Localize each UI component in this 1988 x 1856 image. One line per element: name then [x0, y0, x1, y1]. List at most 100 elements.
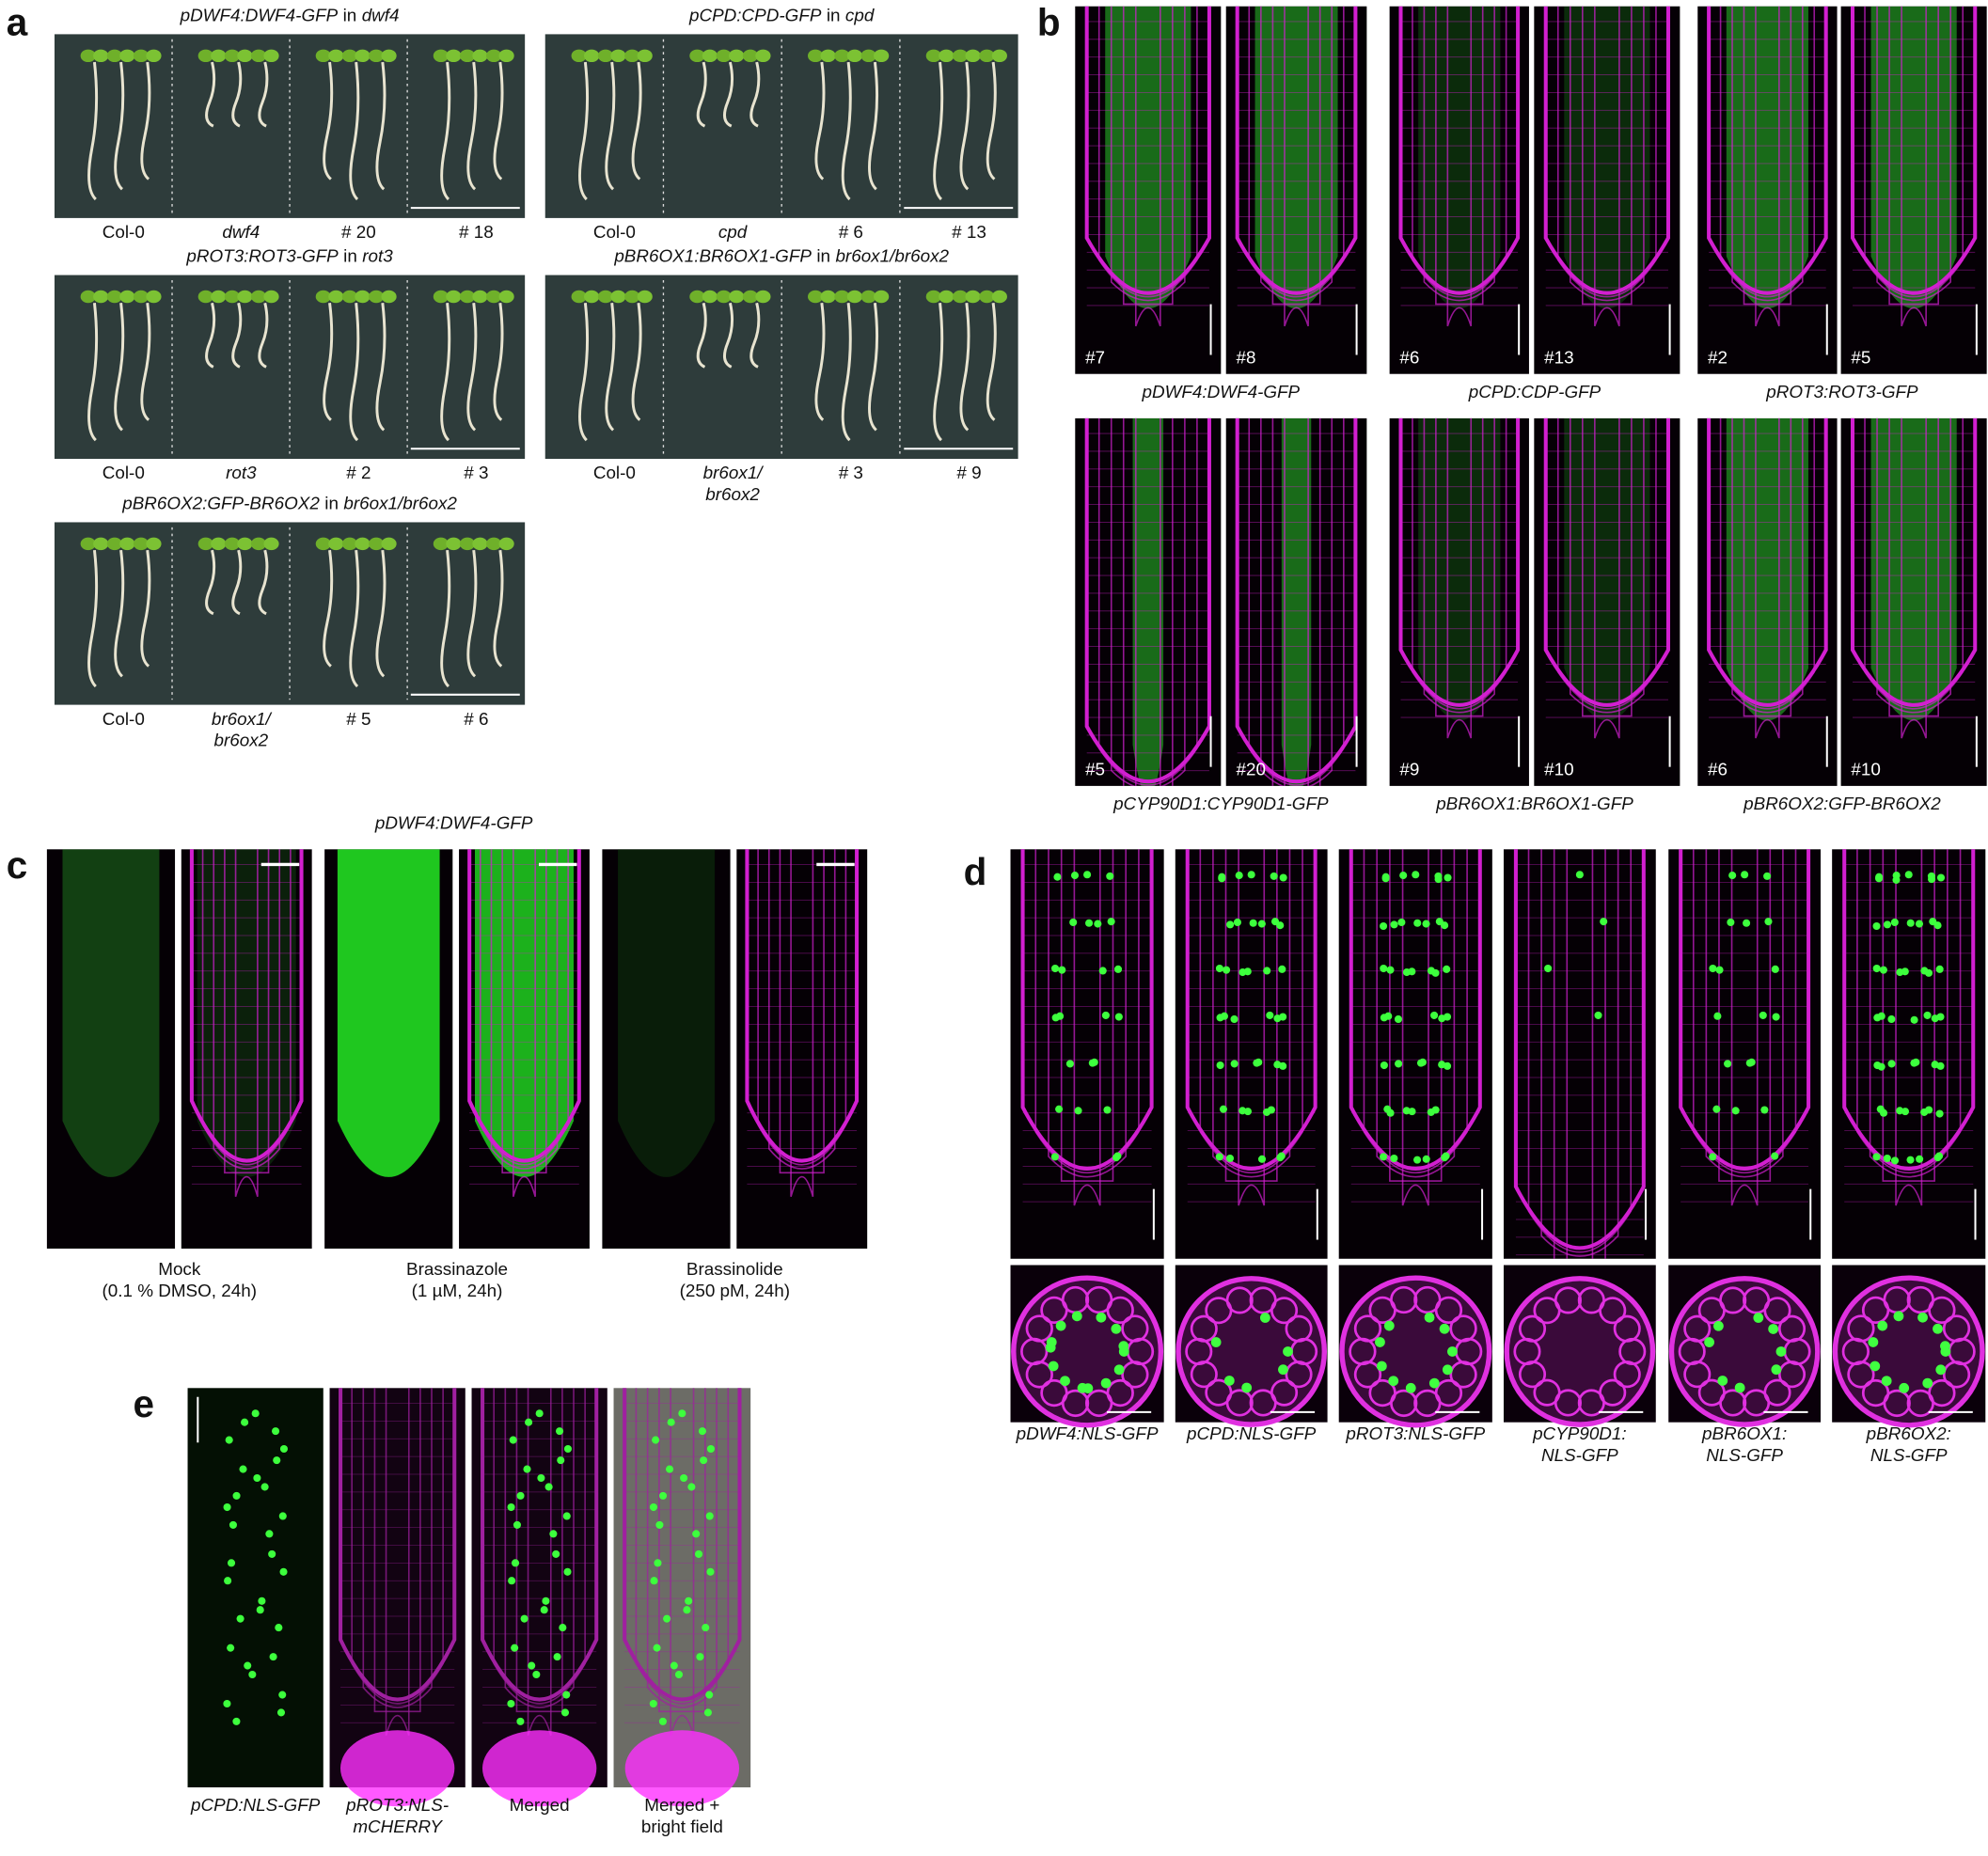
nucleus: [278, 1512, 287, 1520]
cotyledon: [874, 290, 890, 304]
cotyledon: [446, 290, 462, 304]
image-caption: mCHERRY: [353, 1817, 443, 1836]
nucleus: [1759, 1011, 1767, 1019]
nucleus: [1101, 1011, 1110, 1019]
cotyledon: [486, 49, 502, 63]
nucleus: [1883, 920, 1892, 929]
nucleus: [279, 1444, 289, 1454]
cell: [1413, 1389, 1442, 1418]
nucleus: [1230, 1060, 1239, 1068]
image-content: [1398, 6, 1521, 327]
nucleus: [1442, 1364, 1453, 1376]
nucleus: [1048, 1361, 1059, 1372]
cotyledon: [874, 49, 890, 63]
seedling-root: [205, 549, 216, 616]
micrograph: [1338, 849, 1492, 1259]
nucleus: [223, 1502, 231, 1512]
seedling-root: [723, 302, 734, 369]
cell-wall: [1238, 849, 1266, 1206]
seedling-root: [87, 303, 99, 442]
seedling-root: [375, 61, 387, 191]
image-bg: [1832, 849, 1986, 1259]
seedling-root: [696, 61, 707, 128]
cotyledon: [637, 290, 653, 304]
nucleus: [1412, 871, 1420, 879]
image-content: [1235, 6, 1358, 327]
cotyledon: [498, 49, 514, 63]
cell-wall: [757, 849, 847, 1166]
cotyledon: [953, 290, 969, 304]
line-number: #20: [1237, 760, 1266, 779]
nucleus: [532, 1670, 541, 1679]
cotyledon: [584, 49, 600, 63]
nucleus: [655, 1520, 664, 1529]
nucleus: [251, 1409, 260, 1418]
cotyledon: [939, 290, 955, 304]
construct-caption: pBR6OX1:: [1701, 1423, 1787, 1443]
title-part: br6ox1/br6ox2: [835, 246, 949, 266]
treatment-caption: Brassinolide: [686, 1259, 783, 1279]
title-part: pROT3:ROT3-GFP: [185, 246, 339, 266]
cotyledon: [341, 49, 358, 63]
nucleus: [1935, 1109, 1944, 1118]
nucleus: [1083, 871, 1092, 879]
cotyledon: [106, 49, 122, 63]
cell-wall: [1556, 417, 1657, 710]
panel-letter: d: [964, 850, 987, 893]
sample-label: br6ox2: [705, 484, 760, 504]
cotyledon: [433, 49, 449, 63]
nucleus: [706, 1567, 715, 1576]
image-content: [1707, 417, 1828, 739]
line-number: #13: [1544, 348, 1573, 368]
construct-caption: NLS-GFP: [1541, 1445, 1618, 1465]
seedling-root: [114, 61, 125, 191]
cotyledon: [119, 290, 135, 304]
cell-wall: [1543, 417, 1670, 707]
nucleus: [1741, 871, 1749, 879]
cotyledon: [846, 290, 862, 304]
seedling-root: [933, 61, 944, 201]
seedling-root: [323, 61, 334, 181]
nucleus: [1715, 966, 1724, 974]
cotyledon: [146, 49, 162, 63]
seedling-root: [440, 303, 451, 442]
nucleus: [1103, 1106, 1112, 1114]
nucleus: [1394, 1015, 1402, 1024]
nucleus: [1764, 918, 1773, 926]
nucleus: [1447, 1346, 1458, 1357]
line-number: #9: [1399, 760, 1419, 779]
nucleus: [562, 1512, 571, 1520]
nucleus: [1575, 871, 1584, 879]
cell-wall: [1856, 849, 1962, 1174]
cell-wall: [1755, 6, 1780, 327]
nucleus: [1279, 1062, 1287, 1070]
nucleus: [658, 1491, 668, 1500]
image-bg: [471, 1388, 607, 1787]
cell: [1942, 1361, 1971, 1389]
cotyledon: [133, 49, 150, 63]
nucleus: [663, 1614, 671, 1623]
nucleus: [1376, 1361, 1387, 1372]
gfp-signal: [1105, 6, 1191, 309]
cotyledon: [808, 290, 824, 304]
cotyledon: [106, 537, 122, 551]
nucleus: [1544, 964, 1553, 973]
cell-wall: [1901, 6, 1927, 327]
nucleus: [654, 1559, 662, 1567]
cell-wall: [1755, 417, 1780, 739]
seedling-root: [814, 61, 826, 181]
cotyledon: [433, 290, 449, 304]
construct-caption: NLS-GFP: [1706, 1445, 1783, 1465]
cotyledon: [571, 290, 587, 304]
sample-label: Col-0: [103, 463, 145, 482]
gfp-signal: [1870, 6, 1957, 309]
cotyledon: [846, 49, 862, 63]
tip-signal: [624, 1730, 740, 1807]
cotyledon: [328, 49, 344, 63]
seedling-root: [868, 61, 879, 191]
cross-section: [1668, 1276, 1821, 1427]
nucleus: [687, 1483, 696, 1491]
cell: [1599, 1297, 1627, 1325]
cotyledon: [755, 49, 771, 63]
cotyledon: [197, 49, 213, 63]
